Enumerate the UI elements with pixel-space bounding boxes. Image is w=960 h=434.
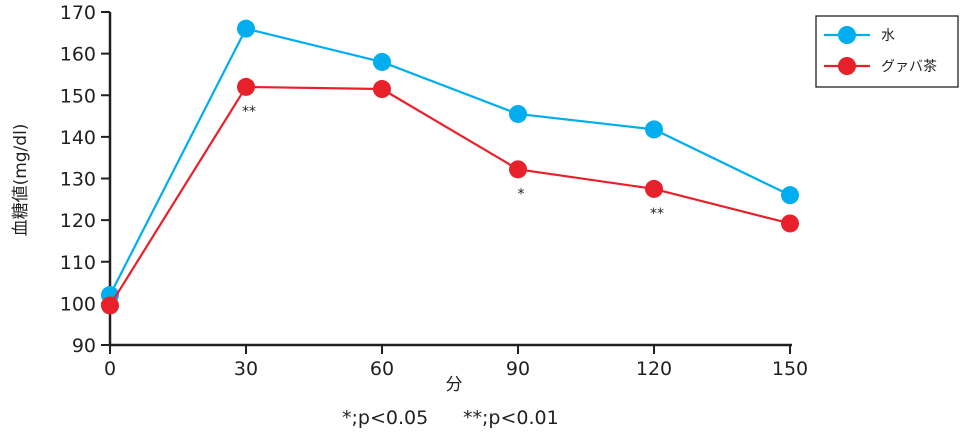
y-tick-label: 130 — [60, 169, 96, 191]
significance-label: * — [518, 186, 525, 202]
data-point — [373, 80, 391, 99]
x-tick-label: 90 — [506, 358, 530, 380]
data-point — [237, 77, 255, 96]
y-tick-label: 120 — [60, 210, 96, 232]
series-line — [109, 27, 791, 296]
legend: 水 グァバ茶 — [815, 15, 959, 88]
footnote-p005: *;p<0.05 — [342, 407, 428, 429]
series-0 — [101, 19, 799, 305]
x-axis-title: 分 — [446, 375, 463, 395]
y-tick-label: 150 — [60, 85, 96, 107]
y-tick-label: 140 — [60, 127, 96, 149]
data-point — [645, 179, 663, 198]
data-point — [509, 104, 527, 123]
y-axis-ticks: 90 100 110 120 130 140 150 160 170 — [60, 2, 110, 357]
axes — [108, 12, 792, 347]
data-point — [509, 160, 527, 179]
y-tick-label: 160 — [60, 44, 96, 66]
y-tick-label: 100 — [60, 293, 96, 315]
significance-label: ** — [242, 104, 256, 120]
y-tick-label: 90 — [72, 335, 96, 357]
x-tick-label: 30 — [234, 358, 258, 380]
series-line — [109, 85, 791, 307]
x-tick-label: 120 — [636, 358, 672, 380]
data-point — [781, 214, 799, 233]
x-tick-label: 150 — [772, 358, 808, 380]
data-point — [645, 120, 663, 139]
series-layer — [101, 19, 799, 315]
legend-box — [815, 15, 959, 88]
footnote-p001: **;p<0.01 — [463, 407, 559, 429]
legend-label-water: 水 — [881, 28, 895, 44]
data-point — [781, 186, 799, 205]
legend-label-guava-tea: グァバ茶 — [881, 59, 937, 75]
y-tick-label: 110 — [60, 252, 96, 274]
data-point — [101, 296, 119, 315]
data-point — [237, 19, 255, 38]
x-axis-ticks: 0 30 60 90 120 150 — [104, 345, 808, 380]
data-point — [373, 52, 391, 71]
series-1 — [101, 77, 799, 315]
significance-annotations: ***** — [242, 104, 664, 222]
x-tick-label: 60 — [370, 358, 394, 380]
y-tick-label: 170 — [60, 2, 96, 24]
legend-marker-water — [838, 26, 856, 44]
x-tick-label: 0 — [104, 358, 116, 380]
significance-label: ** — [650, 206, 664, 222]
y-axis-title: 血糖値(mg/dl) — [11, 124, 31, 237]
legend-marker-guava-tea — [838, 57, 856, 75]
